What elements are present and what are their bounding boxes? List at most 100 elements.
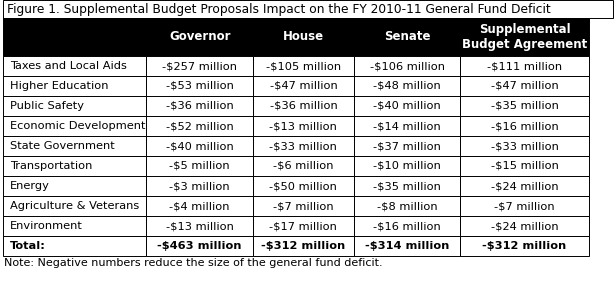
Bar xyxy=(3,236,147,256)
Text: -$5 million: -$5 million xyxy=(169,161,230,171)
Text: -$106 million: -$106 million xyxy=(370,61,445,71)
Text: Public Safety: Public Safety xyxy=(10,101,84,111)
Text: -$48 million: -$48 million xyxy=(373,81,441,91)
Text: Figure 1. Supplemental Budget Proposals Impact on the FY 2010-11 General Fund De: Figure 1. Supplemental Budget Proposals … xyxy=(7,2,551,15)
Bar xyxy=(147,76,253,96)
Text: Governor: Governor xyxy=(169,30,230,44)
Bar xyxy=(253,216,354,236)
Bar xyxy=(461,136,589,156)
Bar xyxy=(3,136,147,156)
Bar xyxy=(354,216,461,236)
Bar xyxy=(253,236,354,256)
Bar xyxy=(461,196,589,216)
Bar xyxy=(253,56,354,76)
Bar xyxy=(3,56,147,76)
Text: -$24 million: -$24 million xyxy=(491,221,558,231)
Bar xyxy=(461,116,589,136)
Bar xyxy=(3,18,147,56)
Text: -$36 million: -$36 million xyxy=(270,101,338,111)
Bar xyxy=(354,236,461,256)
Bar xyxy=(147,236,253,256)
Bar xyxy=(461,156,589,176)
Bar xyxy=(3,76,147,96)
Bar xyxy=(147,96,253,116)
Bar xyxy=(3,216,147,236)
Text: -$33 million: -$33 million xyxy=(269,141,338,151)
Text: -$14 million: -$14 million xyxy=(373,121,441,131)
Bar xyxy=(253,76,354,96)
Bar xyxy=(3,196,147,216)
Bar xyxy=(253,136,354,156)
Bar xyxy=(354,156,461,176)
Bar xyxy=(147,156,253,176)
Text: -$15 million: -$15 million xyxy=(490,161,559,171)
Text: -$10 million: -$10 million xyxy=(373,161,441,171)
Text: -$7 million: -$7 million xyxy=(494,201,555,211)
Bar xyxy=(461,56,589,76)
Text: -$314 million: -$314 million xyxy=(365,241,449,251)
Bar xyxy=(3,96,147,116)
Text: -$7 million: -$7 million xyxy=(273,201,334,211)
Bar xyxy=(461,176,589,196)
Text: Higher Education: Higher Education xyxy=(10,81,108,91)
Text: -$35 million: -$35 million xyxy=(490,101,559,111)
Bar xyxy=(354,136,461,156)
Text: -$40 million: -$40 million xyxy=(373,101,441,111)
Bar xyxy=(253,156,354,176)
Text: -$35 million: -$35 million xyxy=(373,181,441,191)
Text: -$33 million: -$33 million xyxy=(490,141,559,151)
Bar xyxy=(253,96,354,116)
Text: -$37 million: -$37 million xyxy=(373,141,441,151)
Text: -$312 million: -$312 million xyxy=(261,241,346,251)
Text: Agriculture & Veterans: Agriculture & Veterans xyxy=(10,201,139,211)
Bar xyxy=(354,56,461,76)
Text: -$40 million: -$40 million xyxy=(166,141,233,151)
Text: -$24 million: -$24 million xyxy=(491,181,558,191)
Bar xyxy=(461,96,589,116)
Bar xyxy=(461,18,589,56)
Bar xyxy=(253,18,354,56)
Text: Senate: Senate xyxy=(384,30,431,44)
Text: -$6 million: -$6 million xyxy=(273,161,334,171)
Text: -$13 million: -$13 million xyxy=(166,221,233,231)
Bar xyxy=(147,196,253,216)
Bar xyxy=(253,176,354,196)
Text: House: House xyxy=(283,30,324,44)
Bar xyxy=(461,236,589,256)
Bar xyxy=(253,116,354,136)
Text: Transportation: Transportation xyxy=(10,161,92,171)
Text: -$52 million: -$52 million xyxy=(166,121,233,131)
Bar xyxy=(253,196,354,216)
Text: -$111 million: -$111 million xyxy=(487,61,562,71)
Text: -$36 million: -$36 million xyxy=(166,101,233,111)
Bar xyxy=(3,156,147,176)
Text: Economic Development: Economic Development xyxy=(10,121,145,131)
Bar xyxy=(354,18,461,56)
Text: -$463 million: -$463 million xyxy=(158,241,242,251)
Bar xyxy=(147,216,253,236)
Text: -$47 million: -$47 million xyxy=(270,81,338,91)
Bar xyxy=(354,116,461,136)
Text: Taxes and Local Aids: Taxes and Local Aids xyxy=(10,61,126,71)
Text: -$16 million: -$16 million xyxy=(373,221,441,231)
Bar xyxy=(354,176,461,196)
Bar xyxy=(3,116,147,136)
Bar xyxy=(354,196,461,216)
Bar xyxy=(147,116,253,136)
Text: -$47 million: -$47 million xyxy=(491,81,559,91)
Bar xyxy=(461,76,589,96)
Text: Environment: Environment xyxy=(10,221,83,231)
Text: -$105 million: -$105 million xyxy=(266,61,341,71)
Bar xyxy=(147,18,253,56)
Text: -$4 million: -$4 million xyxy=(169,201,230,211)
Bar xyxy=(147,176,253,196)
Text: Supplemental
Budget Agreement: Supplemental Budget Agreement xyxy=(462,23,587,51)
Bar xyxy=(3,0,613,18)
Bar xyxy=(461,216,589,236)
Bar xyxy=(354,96,461,116)
Bar xyxy=(3,176,147,196)
Text: Energy: Energy xyxy=(10,181,49,191)
Bar xyxy=(147,56,253,76)
Text: -$17 million: -$17 million xyxy=(269,221,338,231)
Bar xyxy=(354,76,461,96)
